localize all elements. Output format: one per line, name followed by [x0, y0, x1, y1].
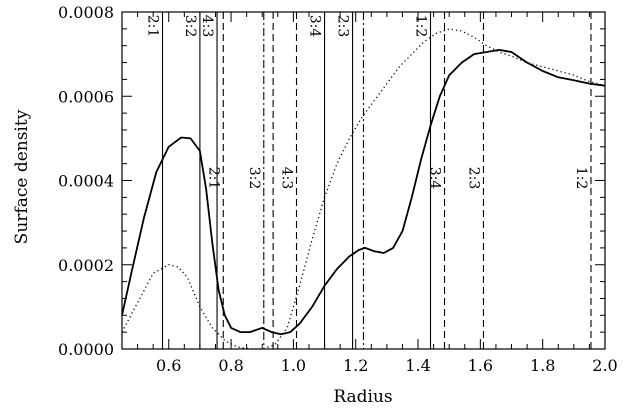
y-tick-label: 0.0000 — [58, 340, 114, 359]
x-tick-label: 1.8 — [530, 356, 555, 375]
x-tick-label: 1.6 — [468, 356, 493, 375]
x-tick-label: 1.4 — [405, 356, 430, 375]
resonance-label: 2:1 — [145, 15, 161, 38]
y-tick-label: 0.0004 — [58, 172, 114, 191]
axis-ticks-group: 0.6 0.8 1.0 1.2 1.4 1.6 1.8 2.0 0.0000 0.0002 0.00… — [58, 3, 618, 375]
resonance-labels-group: 2:1 3:2 4:3 3:4 2:3 1:22:1 3:2 4:3 3:4 2:3 1:2 — [145, 15, 589, 190]
y-tick-label: 0.0002 — [58, 256, 114, 275]
resonance-label: 3:4 — [427, 167, 443, 190]
resonance-label: 3:4 — [307, 15, 323, 38]
resonance-label: 1:2 — [412, 15, 428, 38]
series-dotted-line — [121, 28, 606, 350]
resonance-lines-group — [161, 12, 592, 349]
y-tick-label: 0.0008 — [58, 3, 114, 22]
y-axis-title: Surface density — [12, 109, 32, 244]
resonance-label: 3:2 — [246, 167, 262, 190]
resonance-label: 2:3 — [465, 167, 481, 190]
resonance-label: 4:3 — [279, 167, 295, 190]
x-tick-label: 1.0 — [281, 356, 306, 375]
x-tick-label: 0.8 — [218, 356, 243, 375]
resonance-label: 4:3 — [199, 15, 215, 38]
resonance-label: 2:1 — [205, 167, 221, 190]
y-tick-label: 0.0006 — [58, 87, 114, 106]
resonance-label: 2:3 — [335, 15, 351, 38]
series-solid-line — [121, 49, 606, 336]
resonance-label: 3:2 — [182, 15, 198, 38]
x-axis-title: Radius — [333, 387, 392, 407]
x-tick-label: 1.2 — [343, 356, 368, 375]
x-tick-label: 0.6 — [156, 356, 181, 375]
resonance-label: 1:2 — [573, 167, 589, 190]
series-group — [121, 28, 606, 350]
x-tick-label: 2.0 — [592, 356, 617, 375]
